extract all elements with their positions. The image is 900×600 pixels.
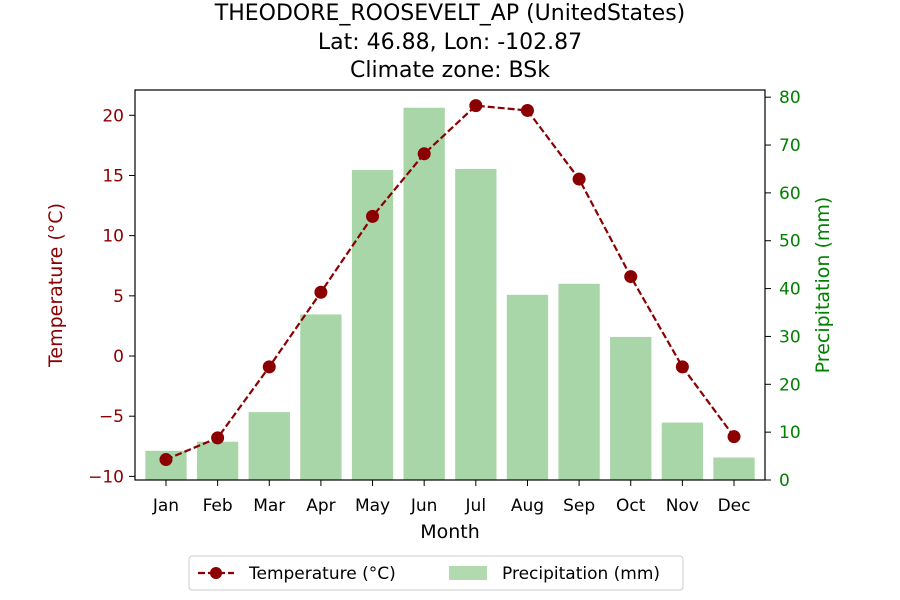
legend: Temperature (°C) Precipitation (mm) [188, 555, 684, 591]
x-tick-label-sep: Sep [563, 496, 595, 516]
precipitation-bar-oct [610, 336, 652, 480]
precipitation-bar-apr [300, 314, 342, 480]
left-tick-label: 20 [102, 106, 124, 126]
right-axis-label: Precipitation (mm) [812, 197, 834, 374]
temperature-point-jul [469, 99, 483, 113]
temperature-point-apr [314, 285, 328, 299]
temperature-series-line [165, 104, 735, 461]
legend-temperature-marker [210, 567, 222, 579]
precipitation-bar-aug [506, 294, 549, 480]
precipitation-bar-jun [403, 107, 445, 481]
temperature-point-jun [417, 147, 431, 161]
precipitation-bars [145, 107, 755, 481]
temperature-axis: −10 −5 0 5 10 15 20 [88, 106, 135, 487]
precipitation-bar-jul [455, 168, 497, 480]
legend-temperature-label: Temperature (°C) [248, 564, 396, 584]
chart-title-climate-zone: Climate zone: BSk [350, 58, 550, 83]
right-tick-label: 80 [779, 88, 801, 108]
left-tick-label: −5 [99, 407, 124, 427]
x-tick-label-jan: Jan [152, 496, 179, 516]
right-tick-label: 50 [779, 232, 801, 252]
legend-precipitation-label: Precipitation (mm) [502, 564, 660, 584]
temperature-point-oct [624, 270, 638, 284]
left-tick-label: 10 [102, 227, 124, 247]
temperature-point-sep [572, 172, 586, 186]
x-tick-label-nov: Nov [666, 496, 699, 516]
x-tick-label-feb: Feb [203, 496, 233, 516]
left-tick-label: −10 [88, 467, 124, 487]
temperature-point-jan [159, 453, 173, 467]
right-tick-label: 30 [779, 327, 801, 347]
left-tick-label: 5 [113, 287, 124, 307]
x-tick-label-jul: Jul [465, 496, 487, 516]
legend-precipitation-swatch [449, 566, 487, 580]
temperature-point-dec [727, 430, 741, 444]
x-axis-label: Month [420, 521, 480, 543]
chart-title-coordinates: Lat: 46.88, Lon: -102.87 [318, 30, 582, 55]
right-tick-label: 0 [779, 471, 790, 491]
x-tick-label-jun: Jun [410, 496, 438, 516]
temperature-line [159, 99, 741, 467]
chart-title: THEODORE_ROOSEVELT_AP (UnitedStates) Lat… [214, 1, 686, 83]
x-tick-label-oct: Oct [616, 496, 646, 516]
precipitation-bar-sep [558, 283, 600, 480]
month-axis: Jan Feb Mar Apr May Jun Jul Aug Sep Oct Nov Dec [152, 480, 751, 516]
precipitation-bar-nov [661, 422, 704, 480]
right-tick-label: 60 [779, 184, 801, 204]
right-tick-label: 70 [779, 136, 801, 156]
x-tick-label-mar: Mar [253, 496, 285, 516]
temperature-point-mar [262, 360, 276, 374]
precipitation-bar-dec [713, 457, 755, 480]
plot-frame [134, 89, 766, 481]
precipitation-bar-mar [248, 412, 290, 480]
temperature-point-may [366, 209, 380, 223]
temperature-point-nov [675, 360, 689, 374]
left-tick-label: 15 [102, 166, 124, 186]
temperature-point-aug [520, 103, 534, 117]
x-tick-label-aug: Aug [511, 496, 544, 516]
chart-title-station: THEODORE_ROOSEVELT_AP (UnitedStates) [214, 1, 686, 26]
left-axis-label: Temperature (°C) [45, 203, 67, 368]
precipitation-axis: 0 10 20 30 40 50 60 70 80 [765, 88, 801, 491]
right-tick-label: 40 [779, 280, 801, 300]
precipitation-bar-feb [196, 441, 239, 480]
right-tick-label: 10 [779, 423, 801, 443]
left-tick-label: 0 [113, 347, 124, 367]
x-tick-label-may: May [355, 496, 390, 516]
x-tick-label-apr: Apr [306, 496, 335, 516]
right-tick-label: 20 [779, 375, 801, 395]
legend-box [188, 555, 684, 591]
temperature-point-feb [211, 431, 225, 445]
x-tick-label-dec: Dec [718, 496, 751, 516]
